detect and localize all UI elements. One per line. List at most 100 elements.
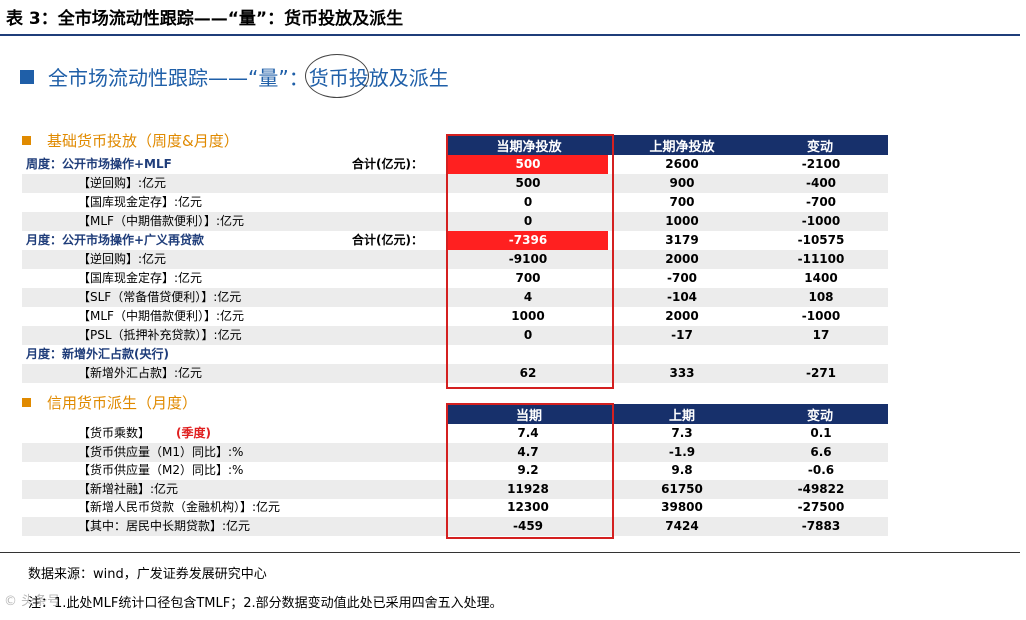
current-value: -459 [512, 518, 544, 533]
table-row: 【新增外汇占款】:亿元 62 333 -271 [22, 364, 888, 383]
current-value: 11928 [507, 481, 549, 496]
current-value: 700 [515, 271, 541, 285]
header-previous: 上期净投放 [612, 135, 752, 155]
change-value [754, 345, 888, 364]
section1-title: 基础货币投放（周度&月度） [22, 130, 239, 151]
table-row: 【货币供应量（M1）同比】:% 4.7 -1.9 6.6 [22, 442, 888, 462]
change-value: -49822 [797, 481, 845, 496]
change-value: -7883 [801, 518, 841, 533]
previous-value: 2000 [665, 309, 699, 323]
note-text: 注：1.此处MLF统计口径包含TMLF；2.部分数据变动值此处已采用四舍五入处理… [28, 596, 503, 611]
change-value: -11100 [797, 252, 845, 266]
change-value: -2100 [801, 157, 841, 171]
previous-value: 39800 [661, 500, 703, 514]
change-value: 0.1 [810, 426, 832, 440]
current-value: -9100 [508, 252, 548, 266]
row-label: 【逆回购】:亿元 [78, 176, 167, 190]
previous-value: -1.9 [668, 444, 696, 459]
previous-value: -17 [671, 328, 693, 342]
row-label: 【MLF（中期借款便利）】:亿元 [78, 309, 244, 323]
table-row: 【货币乘数】 (季度) 7.4 7.3 0.1 [22, 424, 888, 443]
row-label: 【国库现金定存】:亿元 [78, 195, 203, 209]
row-label: 【国库现金定存】:亿元 [78, 271, 203, 285]
table-row: 周度：公开市场操作+MLF 合计(亿元)： 500 2600 -2100 [22, 155, 888, 174]
previous-value: -104 [666, 290, 698, 304]
table-row: 【国库现金定存】:亿元 700 -700 1400 [22, 269, 888, 288]
table-row: 【新增人民币贷款（金融机构）】:亿元 12300 39800 -27500 [22, 498, 888, 517]
table-title: 表 3：全市场流动性跟踪——“量”：货币投放及派生 [6, 9, 404, 29]
previous-value: 2600 [665, 157, 699, 171]
highlight-box [446, 403, 614, 539]
current-value: 500 [515, 176, 541, 190]
row-label: 月度：公开市场操作+广义再贷款 [26, 233, 205, 247]
section2-title-text: 信用货币派生（月度） [47, 394, 198, 412]
previous-value: 7.3 [671, 426, 693, 440]
header-current: 当期 [446, 404, 612, 424]
square-bullet-icon [22, 398, 31, 407]
sum-label: 合计(亿元)： [352, 233, 423, 247]
sum-label: 合计(亿元)： [352, 157, 423, 171]
current-value: 0 [523, 328, 533, 342]
row-label: 【MLF（中期借款便利）】:亿元 [78, 214, 244, 228]
table-row: 【新增社融】:亿元 11928 61750 -49822 [22, 479, 888, 499]
title-divider [0, 34, 1020, 36]
previous-value: 700 [669, 195, 695, 209]
table-row: 【国库现金定存】:亿元 0 700 -700 [22, 193, 888, 212]
row-label: 【新增人民币贷款（金融机构）】:亿元 [78, 500, 281, 514]
section2-title: 信用货币派生（月度） [22, 392, 197, 413]
row-label-extra: (季度) [176, 426, 211, 440]
current-value: 0 [523, 195, 533, 209]
change-value: -400 [805, 176, 837, 190]
change-value: -1000 [801, 309, 841, 323]
change-value: 17 [812, 328, 830, 342]
current-value: 1000 [511, 309, 545, 323]
row-label: 【逆回购】:亿元 [78, 252, 167, 266]
current-value: 4.7 [517, 444, 539, 459]
current-value: 9.2 [517, 463, 539, 477]
header-change: 变动 [752, 135, 888, 155]
previous-value: 9.8 [671, 463, 693, 477]
slide-title: 全市场流动性跟踪——“量”：货币投放及派生 [20, 62, 449, 91]
source-text: 数据来源：wind，广发证券发展研究中心 [28, 567, 267, 582]
row-label: 【新增社融】:亿元 [78, 481, 179, 496]
row-label: 【货币供应量（M1）同比】:% [78, 444, 244, 459]
square-bullet-icon [20, 69, 34, 84]
previous-value [612, 345, 752, 364]
table-row: 【MLF（中期借款便利）】:亿元 1000 2000 -1000 [22, 307, 888, 326]
table-row: 【其中：居民中长期贷款】:亿元 -459 7424 -7883 [22, 516, 888, 536]
previous-value: 2000 [665, 252, 699, 266]
change-value: 1400 [804, 271, 838, 285]
change-value: 6.6 [810, 444, 832, 459]
previous-value: 1000 [665, 214, 699, 228]
current-value: 4 [523, 290, 533, 304]
table-row: 【逆回购】:亿元 -9100 2000 -11100 [22, 250, 888, 269]
previous-value: 61750 [661, 481, 703, 496]
previous-value: 7424 [665, 518, 699, 533]
change-value: -700 [805, 195, 837, 209]
previous-value: 333 [669, 366, 695, 380]
header-current: 当期净投放 [446, 135, 612, 155]
header-previous: 上期 [612, 404, 752, 424]
bottom-divider [0, 552, 1020, 553]
row-label: 【SLF（常备借贷便利）】:亿元 [78, 290, 242, 304]
change-value: -0.6 [807, 463, 835, 477]
highlight-box [446, 134, 614, 389]
change-value: -1000 [801, 214, 841, 228]
circle-annotation [305, 54, 369, 98]
row-label: 【其中：居民中长期贷款】:亿元 [78, 518, 251, 533]
row-label: 【新增外汇占款】:亿元 [78, 366, 203, 380]
row-label: 【货币乘数】 [78, 426, 151, 440]
current-value: 62 [519, 366, 537, 380]
row-label: 【货币供应量（M2）同比】:% [78, 463, 244, 477]
row-label: 【PSL（抵押补充贷款）】:亿元 [78, 328, 242, 342]
table-row: 月度：公开市场操作+广义再贷款 合计(亿元)： -7396 3179 -10575 [22, 231, 888, 250]
table-row: 【逆回购】:亿元 500 900 -400 [22, 174, 888, 193]
section1-title-text: 基础货币投放（周度&月度） [47, 132, 239, 150]
change-value: -271 [805, 366, 837, 380]
previous-value: 3179 [665, 233, 699, 247]
change-value: -27500 [797, 500, 845, 514]
table-row: 月度：新增外汇占款(央行) [22, 345, 888, 364]
header-change: 变动 [752, 404, 888, 424]
table-row: 【MLF（中期借款便利）】:亿元 0 1000 -1000 [22, 212, 888, 231]
table-row: 【SLF（常备借贷便利）】:亿元 4 -104 108 [22, 288, 888, 307]
